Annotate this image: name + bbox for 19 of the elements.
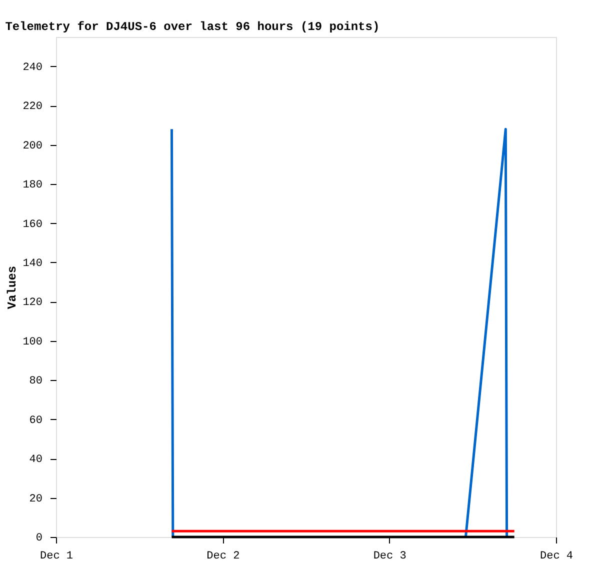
y-tick-label: 140 bbox=[22, 258, 42, 270]
y-tick-label: 20 bbox=[29, 493, 42, 506]
y-tick-label: 100 bbox=[22, 336, 42, 348]
y-tick-label: 60 bbox=[29, 414, 42, 427]
y-tick-label: 160 bbox=[22, 218, 42, 231]
y-tick-label: 40 bbox=[29, 454, 42, 466]
y-tick-label: 0 bbox=[36, 532, 42, 544]
y-tick-label: 240 bbox=[22, 62, 42, 74]
y-tick-label: 220 bbox=[22, 101, 42, 114]
y-tick-label: 80 bbox=[29, 376, 42, 388]
x-tick-label: Dec 2 bbox=[206, 550, 240, 562]
y-tick-label: 200 bbox=[22, 140, 42, 152]
y-axis-title: Values bbox=[6, 266, 20, 310]
x-tick-label: Dec 3 bbox=[373, 550, 406, 562]
y-tick-label: 180 bbox=[22, 180, 42, 192]
y-tick-label: 120 bbox=[22, 297, 42, 310]
x-tick-label: Dec 4 bbox=[540, 550, 574, 562]
x-tick-label: Dec 1 bbox=[40, 550, 74, 562]
chart-title: Telemetry for DJ4US-6 over last 96 hours (19 points) bbox=[5, 20, 380, 34]
